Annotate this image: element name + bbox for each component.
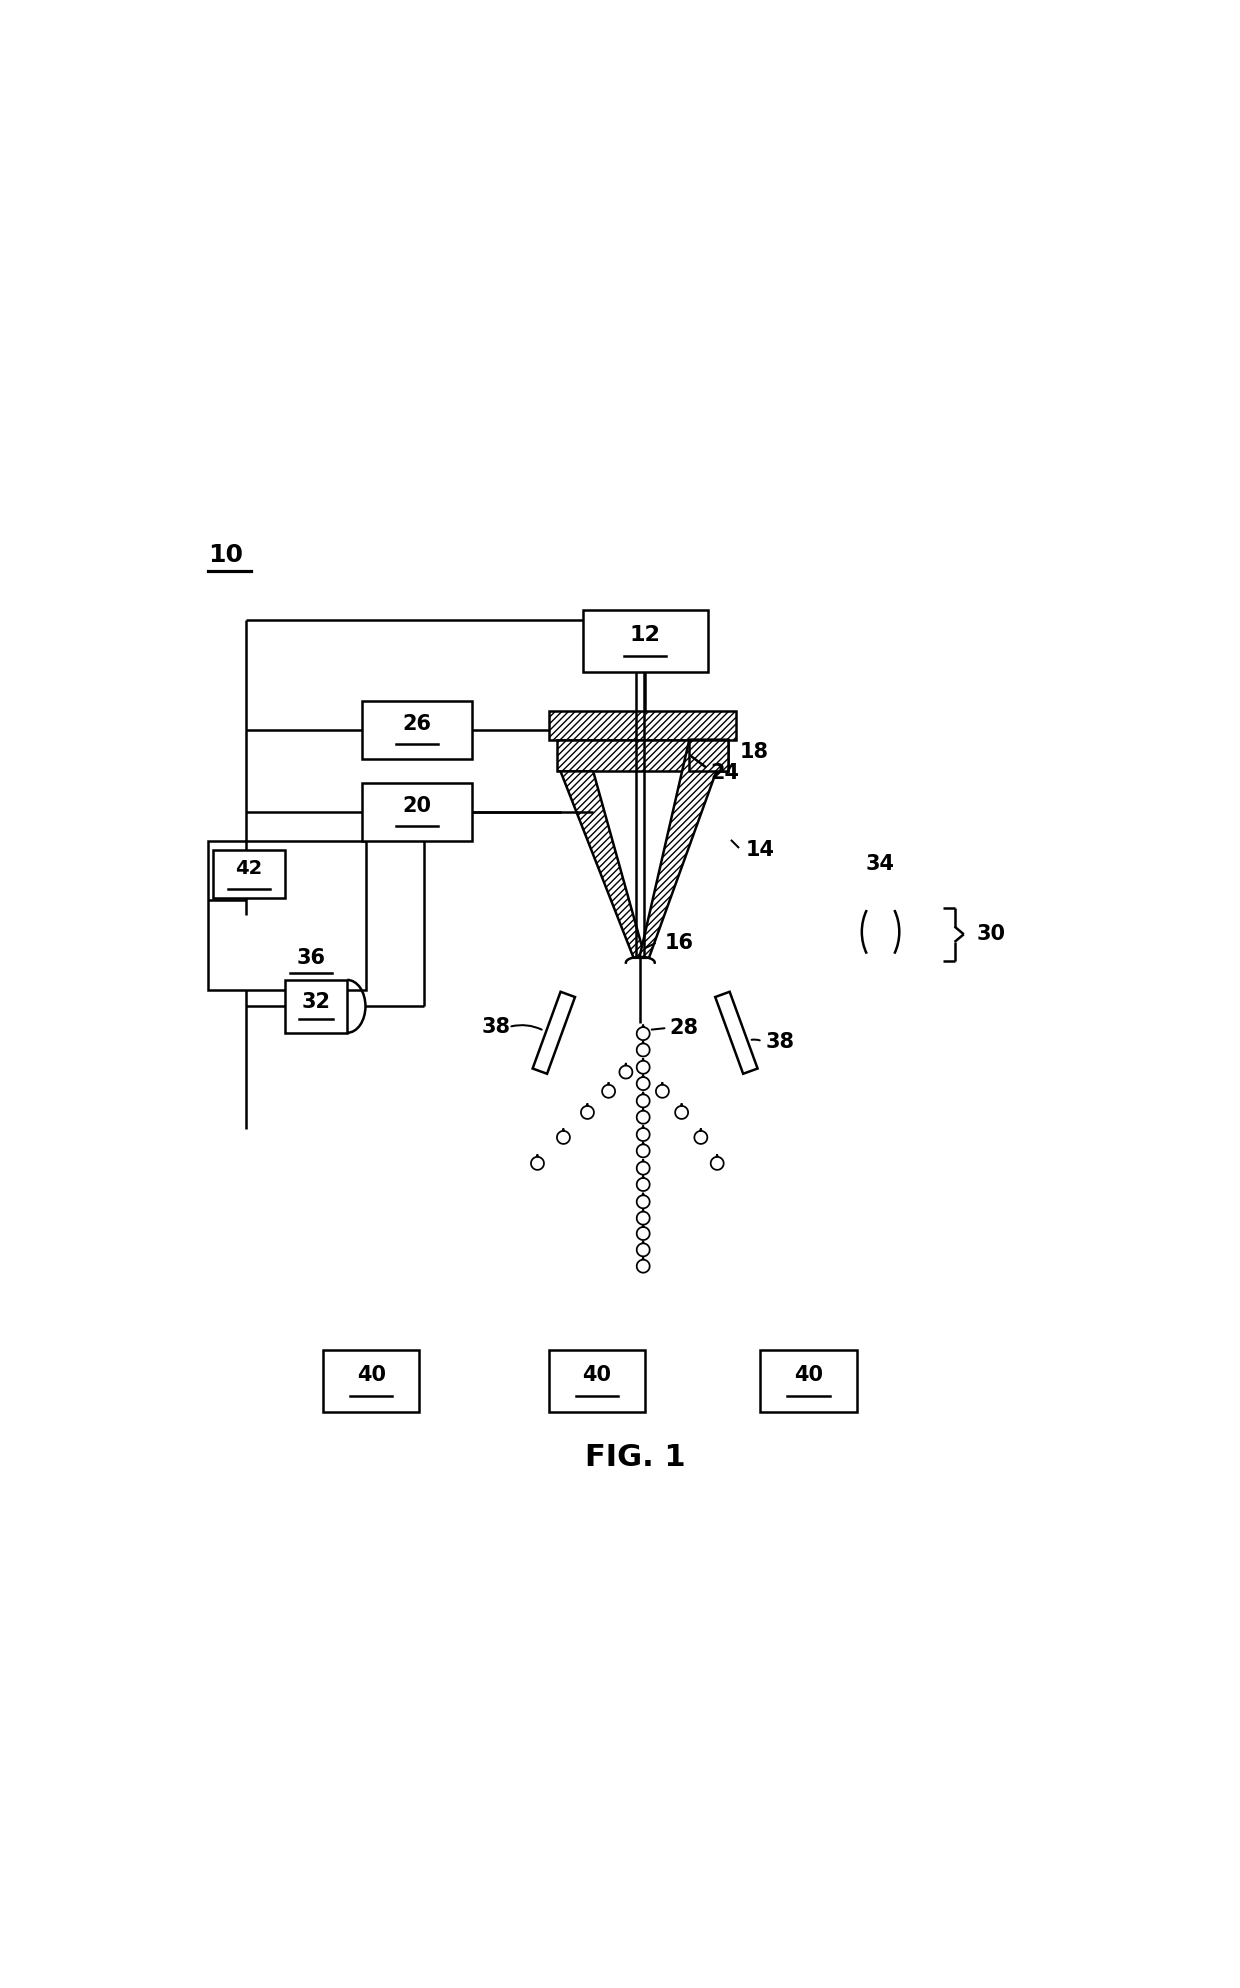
Text: 12: 12 [630,626,661,646]
Polygon shape [636,1125,650,1141]
Text: 42: 42 [236,859,263,879]
Polygon shape [636,1193,650,1209]
Text: 16: 16 [665,934,693,954]
Polygon shape [636,1076,650,1089]
Polygon shape [675,1103,688,1119]
Polygon shape [560,771,645,958]
Polygon shape [549,712,737,740]
Polygon shape [582,1103,594,1119]
Polygon shape [533,992,575,1074]
Polygon shape [694,1129,707,1143]
Polygon shape [636,1091,650,1107]
Polygon shape [603,1081,615,1097]
Bar [208,841,367,990]
Polygon shape [640,740,728,958]
Text: 20: 20 [402,795,432,815]
Text: 36: 36 [296,948,325,968]
Bar [213,851,285,899]
Polygon shape [636,1058,650,1074]
Text: 38: 38 [481,1018,511,1038]
Bar [362,783,472,841]
Bar [549,1350,645,1411]
Text: 38: 38 [765,1032,795,1052]
Polygon shape [620,1064,632,1079]
Text: 32: 32 [301,992,331,1012]
Polygon shape [715,992,758,1074]
Polygon shape [636,1042,650,1056]
Bar [583,610,708,672]
Polygon shape [636,1107,650,1123]
Text: 34: 34 [866,855,895,875]
Text: 24: 24 [711,763,739,783]
Text: 40: 40 [583,1366,611,1386]
Text: 30: 30 [977,924,1006,944]
Polygon shape [557,740,728,771]
Bar [285,980,347,1034]
Polygon shape [636,1209,650,1225]
Bar [324,1350,419,1411]
Bar [362,702,472,759]
Polygon shape [656,1081,668,1097]
Polygon shape [557,1129,570,1143]
Polygon shape [636,1159,650,1175]
Polygon shape [689,740,728,771]
Text: 26: 26 [402,714,432,734]
Text: 10: 10 [208,543,243,567]
Polygon shape [636,1024,650,1040]
Polygon shape [636,1241,650,1256]
Text: FIG. 1: FIG. 1 [585,1443,686,1471]
Text: 14: 14 [746,841,775,861]
Polygon shape [636,1256,650,1272]
Text: 40: 40 [794,1366,823,1386]
Polygon shape [531,1155,544,1169]
Polygon shape [636,1141,650,1157]
Polygon shape [711,1155,724,1169]
Text: 40: 40 [357,1366,386,1386]
Text: 28: 28 [670,1018,698,1038]
Polygon shape [636,1225,650,1241]
Text: 18: 18 [739,742,769,761]
Polygon shape [636,1175,650,1191]
Bar [760,1350,857,1411]
